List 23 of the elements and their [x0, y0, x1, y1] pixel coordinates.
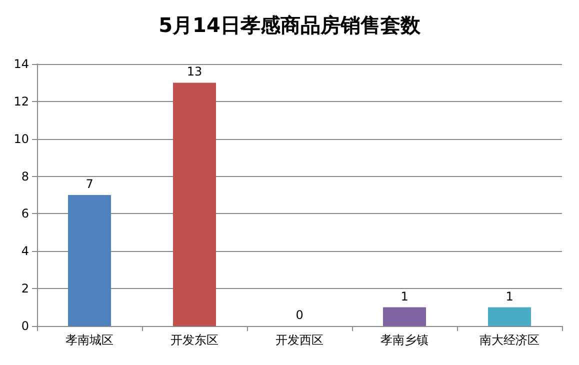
bar — [68, 195, 111, 326]
x-tick-label: 孝南城区 — [66, 333, 114, 347]
bar — [383, 307, 426, 326]
x-tick-label: 开发西区 — [276, 333, 324, 347]
y-tick-label: 4 — [21, 244, 29, 258]
bar — [488, 307, 531, 326]
bar — [173, 82, 216, 326]
y-tick-label: 8 — [21, 169, 29, 184]
chart-title: 5月14日孝感商品房销售套数 — [158, 13, 422, 37]
y-tick-label: 0 — [21, 319, 29, 333]
y-tick-label: 12 — [14, 94, 29, 108]
y-tick-label: 2 — [21, 282, 29, 296]
x-tick-label: 开发东区 — [170, 333, 218, 347]
data-label: 0 — [296, 308, 304, 322]
y-tick-label: 6 — [21, 206, 29, 221]
data-label: 1 — [400, 289, 408, 304]
y-tick-label: 14 — [14, 57, 29, 71]
x-tick-label: 南大经济区 — [480, 333, 540, 347]
x-tick-label: 孝南乡镇 — [380, 333, 428, 347]
data-label: 1 — [506, 289, 514, 304]
data-label: 13 — [186, 64, 202, 79]
y-tick-label: 10 — [14, 132, 29, 146]
data-label: 7 — [86, 177, 94, 191]
